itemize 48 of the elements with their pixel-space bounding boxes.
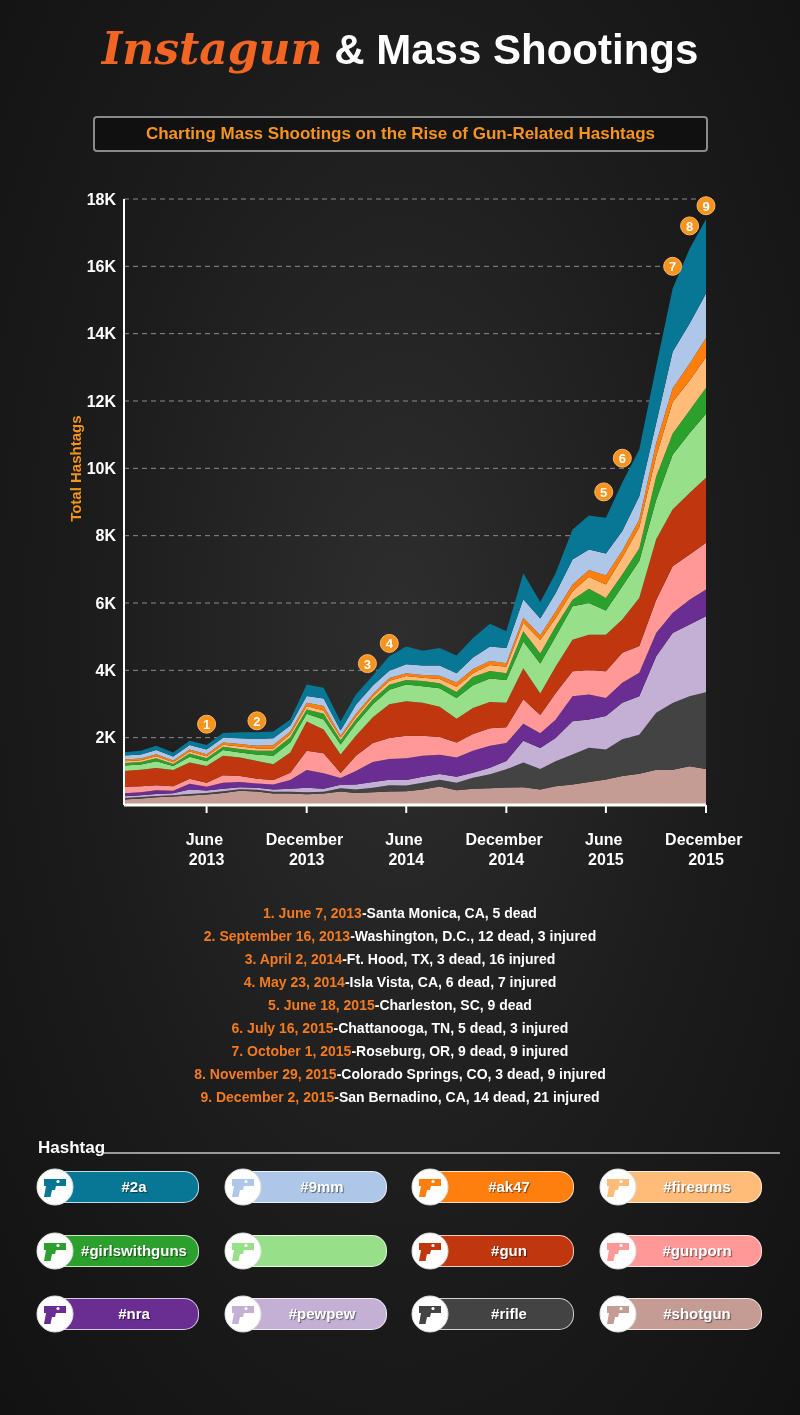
text: 8. November 29, 2015-Colorado Springs, CO, 3 dead, 9 injured <box>194 1066 606 1082</box>
annotation: 3 <box>363 656 372 672</box>
y-axis-title: Total Hashtags <box>67 415 85 522</box>
text: #gun <box>490 1240 528 1261</box>
text: #nra <box>117 1304 151 1324</box>
y-tick-label: 14K <box>86 325 117 343</box>
text: 4. May 23, 2014-Isla Vista, CA, 6 dead, 7 injured <box>243 974 557 990</box>
annotation: 4 <box>385 636 394 652</box>
legend-label: #shotgun <box>662 1304 732 1324</box>
y-tick-label: 12K <box>86 392 117 410</box>
x-tick-label: June 2013 <box>185 831 228 868</box>
legend-label: #firearms <box>662 1177 732 1197</box>
annotation: 5 <box>600 484 608 500</box>
chart-title: Instagun & Mass Shootings <box>101 23 699 74</box>
annotation: 9 <box>702 198 710 214</box>
annotation: 2 <box>253 713 261 729</box>
text: 7. October 1, 2015-Roseburg, OR, 9 dead, 9 injured <box>231 1043 569 1059</box>
text: #rifle <box>490 1304 528 1324</box>
x-tick-label: December 2013 <box>265 831 348 868</box>
annotation: 6 <box>618 451 626 467</box>
annotation: 8 <box>685 218 694 234</box>
y-tick-label: 16K <box>86 258 117 276</box>
legend-label: #girlswithguns <box>80 1240 188 1261</box>
y-tick-label: 8K <box>95 527 117 545</box>
x-tick-label: December 2014 <box>465 831 548 868</box>
legend-label: #pewpew <box>287 1304 357 1324</box>
annotation: 1 <box>202 717 211 733</box>
y-tick-label: 6K <box>95 594 117 612</box>
text: #ak47 <box>487 1177 531 1197</box>
text: 6. July 16, 2015-Chattanooga, TN, 5 dead, 3 injured <box>231 1020 569 1036</box>
text: 1. June 7, 2013-Santa Monica, CA, 5 dead <box>263 905 537 921</box>
x-tick-label: December 2015 <box>665 831 747 868</box>
text: 2. September 16, 2013-Washington, D.C., 12 dead, 3 injured <box>203 928 597 944</box>
chart-subtitle: Charting Mass Shootings on the Rise of Gun-Related Hashtags <box>93 116 708 152</box>
x-tick-label: June 2014 <box>385 831 428 868</box>
text: 5. June 18, 2015-Charleston, SC, 9 dead <box>268 997 532 1013</box>
x-tick-label: June 2015 <box>585 831 627 868</box>
y-tick-label: 10K <box>86 460 117 478</box>
y-tick-label: 4K <box>95 662 117 680</box>
y-tick-label: 18K <box>86 190 117 208</box>
legend-title: Hashtag <box>38 1137 106 1159</box>
text: 3. April 2, 2014-Ft. Hood, TX, 3 dead, 16 injured <box>244 951 556 967</box>
text: #2a <box>120 1177 148 1197</box>
text: 9. December 2, 2015-San Bernadino, CA, 14 dead, 21 injured <box>200 1089 600 1105</box>
annotation: 7 <box>669 259 677 275</box>
y-tick-label: 2K <box>95 729 117 747</box>
text: #9mm <box>299 1177 345 1197</box>
legend-label: #gunporn <box>661 1240 733 1261</box>
